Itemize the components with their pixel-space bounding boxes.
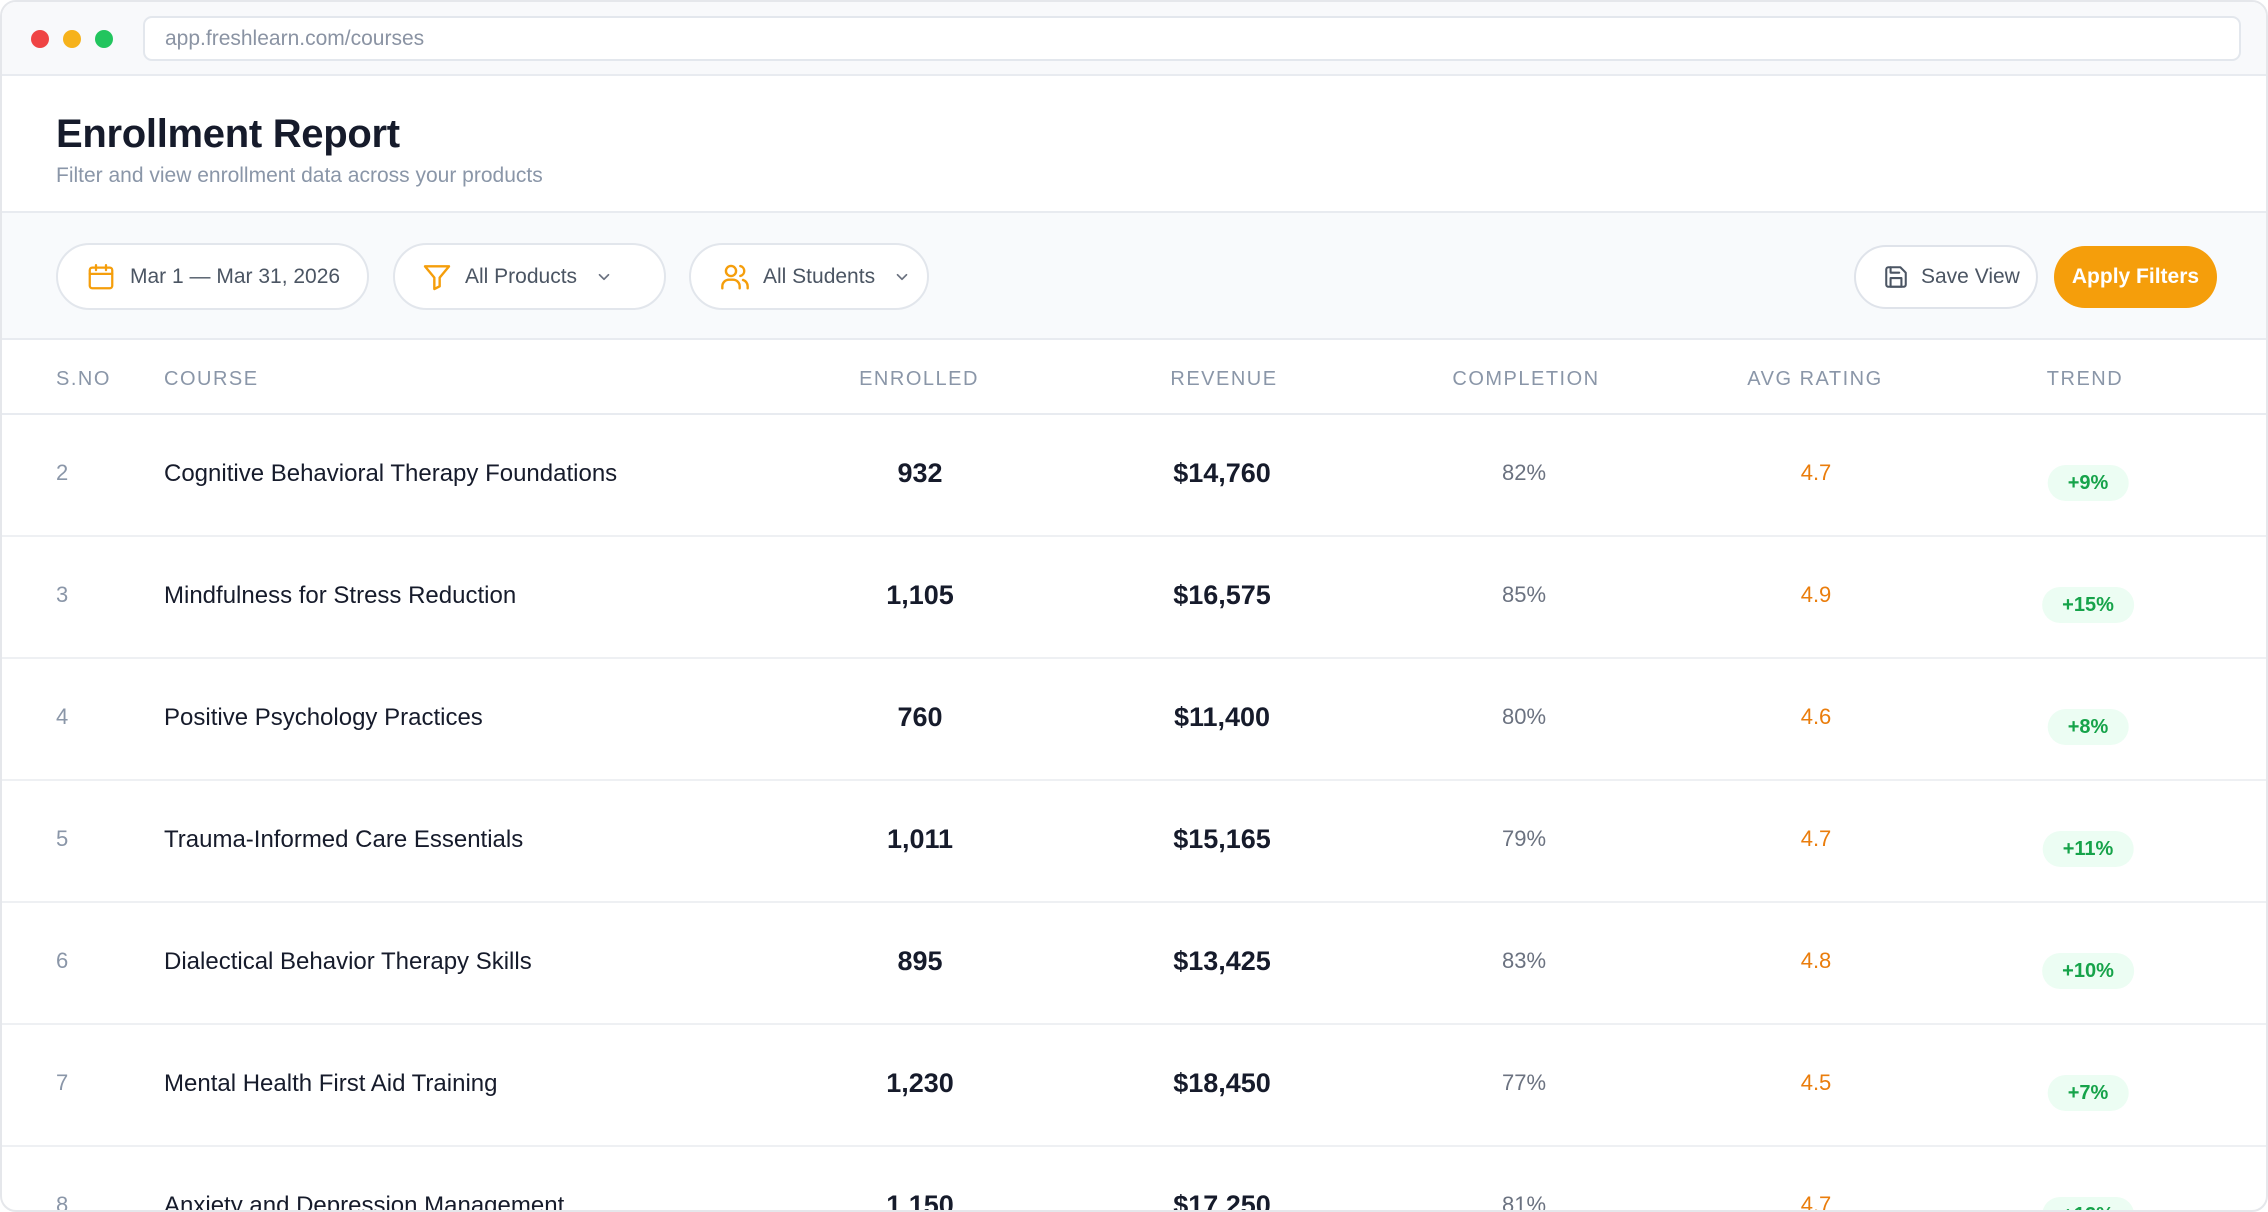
row-trend-badge: +8%	[2047, 709, 2129, 745]
students-filter-label: All Students	[763, 264, 876, 288]
row-enrolled: 1,011	[886, 824, 954, 854]
row-completion: 81%	[1501, 1192, 1547, 1212]
row-completion: 85%	[1501, 582, 1547, 607]
row-course-name[interactable]: Anxiety and Depression Management	[164, 1192, 565, 1212]
row-avg-rating: 4.7	[1800, 1192, 1832, 1212]
row-avg-rating: 4.5	[1800, 1070, 1832, 1095]
row-trend-badge: +7%	[2047, 1075, 2129, 1111]
column-header-revenue[interactable]: REVENUE	[1170, 368, 1278, 390]
url-bar[interactable]: app.freshlearn.com/courses	[143, 16, 2241, 61]
row-course-name[interactable]: Cognitive Behavioral Therapy Foundations	[164, 460, 618, 487]
chevron-down-icon	[896, 273, 908, 280]
column-header-sno[interactable]: S.NO	[56, 368, 111, 390]
row-revenue: $17,250	[1173, 1190, 1271, 1212]
students-filter-dropdown[interactable]: All Students	[689, 243, 929, 310]
row-enrolled: 1,150	[886, 1190, 954, 1212]
table-header: S.NO COURSE ENROLLED REVENUE COMPLETION …	[2, 340, 2266, 415]
row-revenue: $11,400	[1173, 702, 1271, 732]
row-course-name[interactable]: Mental Health First Aid Training	[164, 1070, 498, 1097]
minimize-window-dot[interactable]	[63, 30, 81, 48]
calendar-icon	[88, 263, 114, 289]
row-revenue: $15,165	[1173, 824, 1271, 854]
table-row[interactable]: 4 Positive Psychology Practices 760 $11,…	[2, 659, 2266, 781]
save-view-label: Save View	[1921, 265, 2020, 288]
row-enrolled: 1,105	[886, 580, 954, 610]
row-completion: 80%	[1501, 704, 1547, 729]
row-enrolled: 895	[897, 946, 943, 976]
maximize-window-dot[interactable]	[95, 30, 113, 48]
page-header: Enrollment Report Filter and view enroll…	[2, 76, 2266, 213]
row-avg-rating: 4.7	[1800, 826, 1832, 851]
table-row[interactable]: 8 Anxiety and Depression Management 1,15…	[2, 1147, 2266, 1212]
save-view-button[interactable]: Save View	[1854, 245, 2038, 309]
table-row[interactable]: 7 Mental Health First Aid Training 1,230…	[2, 1025, 2266, 1147]
column-header-enrolled[interactable]: ENROLLED	[859, 368, 979, 390]
page-title: Enrollment Report	[56, 112, 400, 156]
column-header-avg-rating[interactable]: AVG RATING	[1747, 368, 1883, 390]
row-enrolled: 760	[897, 702, 943, 732]
column-header-course[interactable]: COURSE	[164, 368, 259, 390]
row-course-name[interactable]: Mindfulness for Stress Reduction	[164, 582, 517, 609]
row-trend-badge: +9%	[2047, 465, 2129, 501]
row-completion: 83%	[1501, 948, 1547, 973]
row-avg-rating: 4.7	[1800, 460, 1832, 485]
chevron-down-icon	[598, 273, 610, 280]
row-revenue: $14,760	[1173, 458, 1271, 488]
close-window-dot[interactable]	[31, 30, 49, 48]
browser-chrome: app.freshlearn.com/courses	[2, 2, 2266, 76]
row-trend-badge: +10%	[2042, 953, 2134, 989]
row-avg-rating: 4.8	[1800, 948, 1832, 973]
page-subtitle: Filter and view enrollment data across y…	[56, 164, 543, 187]
row-course-name[interactable]: Dialectical Behavior Therapy Skills	[164, 948, 532, 975]
row-sno: 4	[56, 704, 69, 729]
row-trend-badge: +11%	[2042, 831, 2134, 867]
row-sno: 3	[56, 582, 69, 607]
row-course-name[interactable]: Positive Psychology Practices	[164, 704, 483, 731]
column-header-completion[interactable]: COMPLETION	[1452, 368, 1600, 390]
row-course-name[interactable]: Trauma-Informed Care Essentials	[164, 826, 524, 853]
filter-icon	[423, 264, 451, 290]
row-sno: 6	[56, 948, 69, 973]
products-filter-dropdown[interactable]: All Products	[393, 243, 666, 310]
row-revenue: $16,575	[1173, 580, 1271, 610]
row-enrolled: 1,230	[886, 1068, 954, 1098]
table-row[interactable]: 3 Mindfulness for Stress Reduction 1,105…	[2, 537, 2266, 659]
row-sno: 8	[56, 1192, 69, 1212]
users-icon	[721, 264, 749, 290]
row-sno: 7	[56, 1070, 69, 1095]
table-row[interactable]: 5 Trauma-Informed Care Essentials 1,011 …	[2, 781, 2266, 903]
save-icon	[1885, 266, 1907, 288]
row-completion: 79%	[1501, 826, 1547, 851]
row-avg-rating: 4.6	[1800, 704, 1832, 729]
table-row[interactable]: 6 Dialectical Behavior Therapy Skills 89…	[2, 903, 2266, 1025]
row-avg-rating: 4.9	[1800, 582, 1832, 607]
row-trend-badge: +15%	[2042, 587, 2134, 623]
row-revenue: $13,425	[1173, 946, 1271, 976]
apply-filters-button[interactable]: Apply Filters	[2054, 246, 2217, 308]
row-completion: 82%	[1501, 460, 1547, 485]
row-sno: 5	[56, 826, 69, 851]
table-row[interactable]: 2 Cognitive Behavioral Therapy Foundatio…	[2, 415, 2266, 537]
date-range-label: Mar 1 — Mar 31, 2026	[130, 264, 341, 288]
column-header-trend[interactable]: TREND	[2046, 368, 2124, 390]
row-revenue: $18,450	[1173, 1068, 1271, 1098]
filter-bar: Mar 1 — Mar 31, 2026 All Products All St…	[2, 213, 2266, 340]
row-enrolled: 932	[897, 458, 943, 488]
row-trend-badge: +12%	[2042, 1197, 2134, 1210]
row-sno: 2	[56, 460, 69, 485]
row-completion: 77%	[1501, 1070, 1547, 1095]
date-range-picker[interactable]: Mar 1 — Mar 31, 2026	[56, 243, 369, 310]
products-filter-label: All Products	[465, 264, 578, 288]
